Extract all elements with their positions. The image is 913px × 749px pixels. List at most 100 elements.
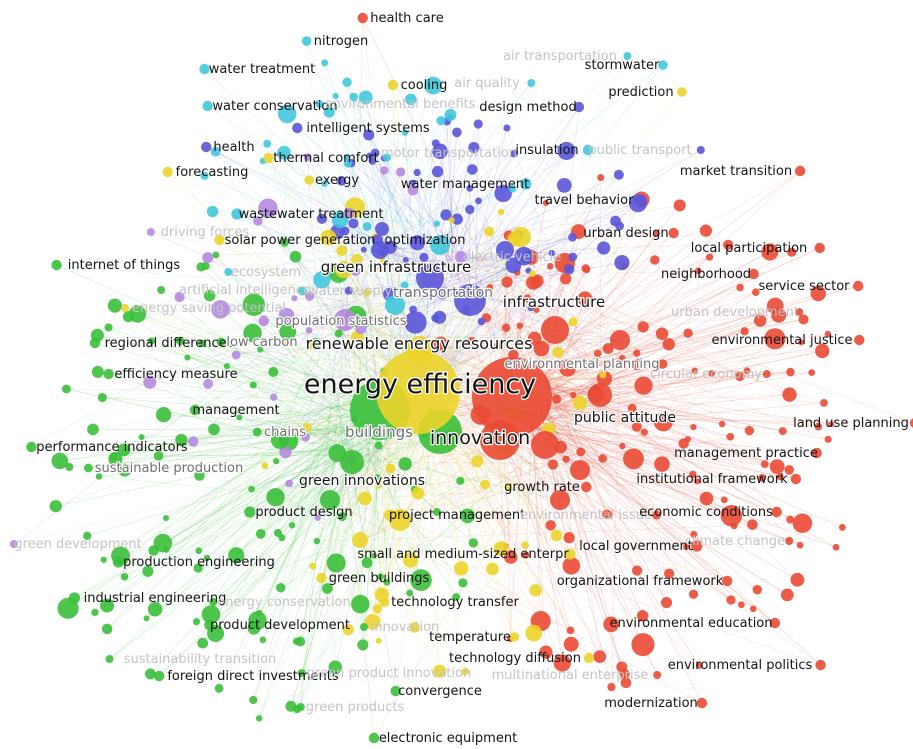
term-node[interactable]	[208, 423, 220, 436]
term-node[interactable]	[814, 422, 823, 431]
term-node[interactable]	[162, 166, 173, 178]
term-label[interactable]: air quality	[454, 76, 520, 91]
hub-node[interactable]	[550, 490, 570, 510]
term-node[interactable]	[257, 346, 264, 353]
term-node[interactable]	[610, 215, 621, 227]
term-node[interactable]	[764, 328, 786, 350]
term-node[interactable]	[261, 462, 269, 470]
term-label[interactable]: environmental planning	[503, 356, 660, 373]
term-label[interactable]: green innovations	[298, 472, 426, 490]
term-node[interactable]	[248, 485, 255, 493]
term-label[interactable]: buildings	[344, 422, 414, 442]
term-node[interactable]	[68, 592, 80, 604]
term-node[interactable]	[432, 143, 448, 160]
term-node[interactable]	[202, 252, 214, 264]
term-node[interactable]	[210, 146, 221, 157]
term-label[interactable]: energy conservation	[217, 595, 350, 610]
term-node[interactable]	[266, 488, 285, 507]
term-node[interactable]	[522, 551, 530, 559]
term-node[interactable]	[413, 168, 421, 177]
hub-node[interactable]	[416, 264, 444, 292]
term-node[interactable]	[315, 100, 324, 108]
term-node[interactable]	[255, 715, 263, 722]
term-node[interactable]	[278, 307, 295, 324]
term-node[interactable]	[342, 77, 352, 87]
term-node[interactable]	[253, 216, 263, 226]
term-node[interactable]	[313, 537, 321, 545]
term-node[interactable]	[602, 509, 612, 520]
hub-node[interactable]	[588, 383, 612, 407]
term-node[interactable]	[748, 268, 759, 280]
term-node[interactable]	[411, 486, 425, 500]
term-node[interactable]	[744, 425, 755, 436]
term-node[interactable]	[790, 572, 805, 587]
term-node[interactable]	[747, 519, 758, 530]
term-node[interactable]	[342, 624, 354, 636]
term-label[interactable]: public attitude	[573, 409, 677, 427]
term-node[interactable]	[820, 399, 828, 407]
term-node[interactable]	[334, 329, 343, 338]
term-node[interactable]	[497, 208, 505, 216]
term-node[interactable]	[726, 595, 736, 605]
hub-node[interactable]	[496, 241, 514, 259]
term-node[interactable]	[815, 659, 826, 671]
term-node[interactable]	[143, 615, 150, 622]
term-node[interactable]	[572, 395, 588, 411]
term-node[interactable]	[529, 584, 542, 597]
term-node[interactable]	[321, 180, 328, 187]
term-node[interactable]	[103, 368, 114, 380]
term-node[interactable]	[509, 632, 520, 642]
term-node[interactable]	[552, 346, 564, 358]
term-node[interactable]	[688, 589, 699, 599]
term-node[interactable]	[138, 433, 145, 441]
hub-node[interactable]	[334, 309, 356, 331]
term-node[interactable]	[473, 119, 483, 129]
term-node[interactable]	[740, 327, 749, 336]
term-node[interactable]	[465, 204, 475, 215]
term-node[interactable]	[211, 300, 230, 319]
term-node[interactable]	[436, 115, 446, 126]
term-node[interactable]	[154, 670, 165, 682]
term-node[interactable]	[673, 199, 686, 212]
term-label[interactable]: management	[192, 403, 279, 418]
term-node[interactable]	[280, 339, 287, 346]
term-label[interactable]: thermal comfort	[273, 151, 379, 166]
term-node[interactable]	[343, 154, 350, 161]
term-label[interactable]: low carbon	[225, 334, 299, 351]
term-label[interactable]: public transport	[588, 143, 691, 158]
term-node[interactable]	[409, 179, 417, 186]
term-node[interactable]	[448, 217, 455, 224]
term-node[interactable]	[153, 451, 164, 461]
term-node[interactable]	[751, 288, 760, 297]
term-label[interactable]: motor transportation	[381, 146, 517, 161]
term-node[interactable]	[658, 60, 668, 70]
term-node[interactable]	[360, 623, 368, 631]
term-node[interactable]	[100, 556, 107, 563]
term-node[interactable]	[735, 371, 745, 382]
term-node[interactable]	[344, 286, 353, 295]
term-label[interactable]: small and medium-sized enterpr	[357, 547, 569, 562]
term-node[interactable]	[650, 255, 660, 265]
term-node[interactable]	[838, 523, 846, 531]
term-node[interactable]	[545, 520, 556, 531]
term-node[interactable]	[244, 506, 256, 518]
term-node[interactable]	[368, 263, 376, 270]
term-label[interactable]: green products	[306, 700, 405, 715]
term-label[interactable]: ecosystem	[231, 265, 301, 280]
hub-node[interactable]	[531, 431, 559, 459]
term-node[interactable]	[9, 540, 18, 548]
term-node[interactable]	[461, 667, 470, 676]
term-node[interactable]	[533, 306, 540, 314]
term-node[interactable]	[105, 655, 114, 663]
term-node[interactable]	[603, 616, 619, 633]
term-node[interactable]	[277, 145, 291, 160]
term-node[interactable]	[657, 359, 668, 369]
term-node[interactable]	[433, 664, 447, 678]
term-node[interactable]	[614, 255, 630, 271]
term-node[interactable]	[460, 508, 475, 524]
term-node[interactable]	[214, 683, 224, 693]
term-node[interactable]	[689, 470, 697, 478]
term-node[interactable]	[375, 482, 382, 489]
term-node[interactable]	[292, 122, 303, 134]
term-node[interactable]	[400, 281, 409, 289]
